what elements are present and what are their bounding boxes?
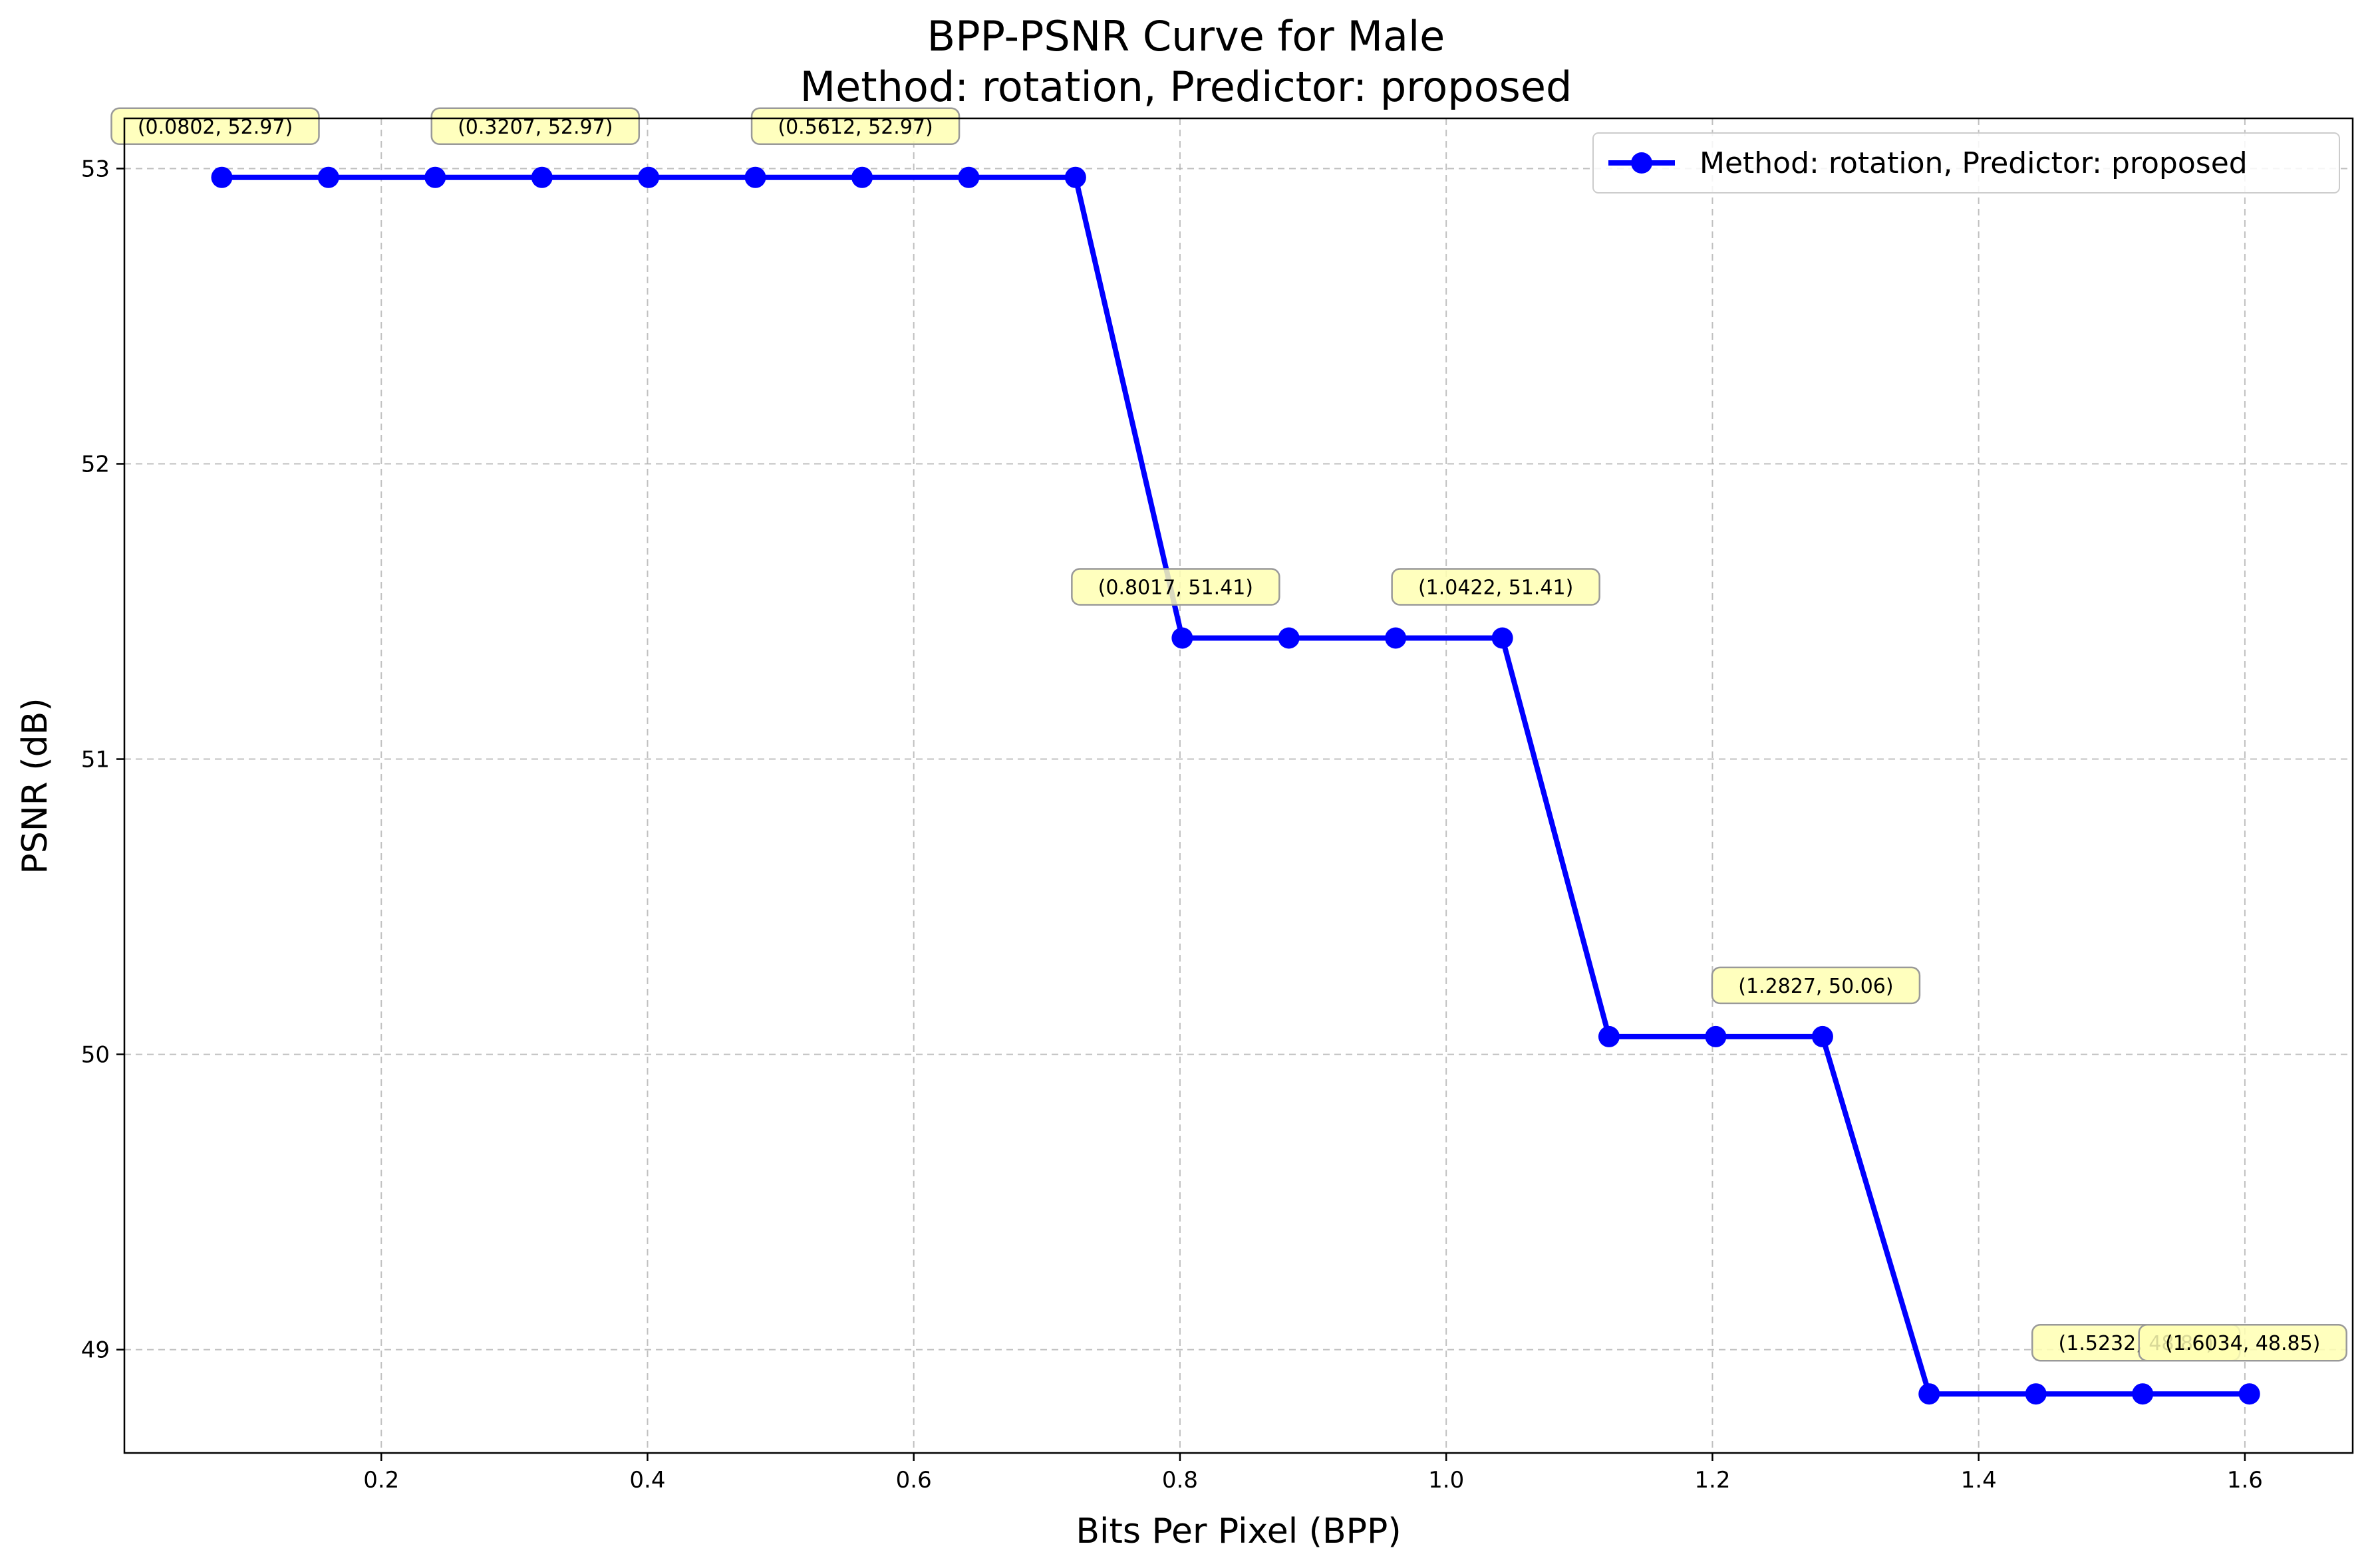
annotation-box [750,107,961,146]
data-point [1598,1025,1620,1047]
y-tick-label: 50 [81,1042,110,1069]
data-annotation: (0.8017, 51.41) [1071,568,1280,606]
chart-title: BPP-PSNR Curve for Male [927,12,1445,61]
tick-layer: 0.2 0.4 0.6 0.8 1.0 1.2 1.4 1.6 49 50 51 52 53 [81,156,2263,1494]
data-point [1811,1025,1833,1047]
data-annotation: (1.2827, 50.06) [1711,966,1921,1005]
annotation-label: (0.8017, 51.41) [1098,576,1253,599]
data-point [531,166,553,188]
x-tick-label: 0.2 [363,1467,399,1494]
x-tick-label: 0.8 [1162,1467,1198,1494]
data-point [211,166,233,188]
legend: Method: rotation, Predictor: proposed [1592,132,2340,194]
y-tick-label: 51 [81,747,110,773]
data-point [1278,627,1300,649]
x-tick-label: 1.6 [2227,1467,2263,1494]
data-annotation: (1.0422, 51.41) [1391,568,1600,606]
data-annotation: (1.6034, 48.85) [2138,1323,2347,1362]
data-point [744,166,766,188]
data-point [2025,1383,2047,1405]
data-annotation: (0.5612, 52.97) [750,107,961,146]
annotation-box [1711,966,1921,1005]
legend-marker-swatch [1631,152,1652,174]
data-point [851,166,873,188]
annotation-label: (1.6034, 48.85) [2165,1332,2320,1355]
x-tick-label: 0.6 [896,1467,932,1494]
data-point [1171,627,1193,649]
y-tick-label: 52 [81,452,110,478]
annotation-layer: (0.0802, 52.97) (0.3207, 52.97) (0.5612, 5… [110,107,2347,1362]
data-point [424,166,446,188]
x-tick-label: 1.4 [1961,1467,1997,1494]
data-annotation: (0.0802, 52.97) [110,107,320,146]
annotation-box [1071,568,1280,606]
data-point [2132,1383,2154,1405]
x-tick-label: 0.4 [629,1467,665,1494]
data-point [2238,1383,2260,1405]
annotation-label: (1.0422, 51.41) [1418,576,1573,599]
data-point [1385,627,1407,649]
y-tick-label: 49 [81,1337,110,1364]
annotation-label: (0.5612, 52.97) [778,116,933,139]
annotation-box [1391,568,1600,606]
y-tick-label: 53 [81,156,110,182]
x-axis-label: Bits Per Pixel (BPP) [1076,1511,1401,1551]
legend-entry-label: Method: rotation, Predictor: proposed [1700,146,2248,180]
annotation-box [2138,1323,2347,1362]
chart-subtitle: Method: rotation, Predictor: proposed [800,63,1572,111]
plot-frame [123,117,2354,1454]
data-point [1918,1383,1940,1405]
data-point [317,166,339,188]
annotation-label: (0.3207, 52.97) [458,116,613,139]
data-point [1491,627,1513,649]
legend-frame [1592,132,2340,194]
annotation-label: (0.0802, 52.97) [138,116,293,139]
data-point [638,166,660,188]
data-point [1705,1025,1727,1047]
x-tick-label: 1.0 [1428,1467,1464,1494]
annotation-label: (1.2827, 50.06) [1738,975,1893,998]
y-axis-label: PSNR (dB) [15,698,55,874]
data-point [958,166,980,188]
series-layer [211,166,2260,1405]
data-point [1064,166,1086,188]
annotation-box [430,107,641,146]
x-tick-label: 1.2 [1694,1467,1730,1494]
data-annotation: (0.3207, 52.97) [430,107,641,146]
annotation-box [110,107,320,146]
series-line [222,174,2250,1397]
